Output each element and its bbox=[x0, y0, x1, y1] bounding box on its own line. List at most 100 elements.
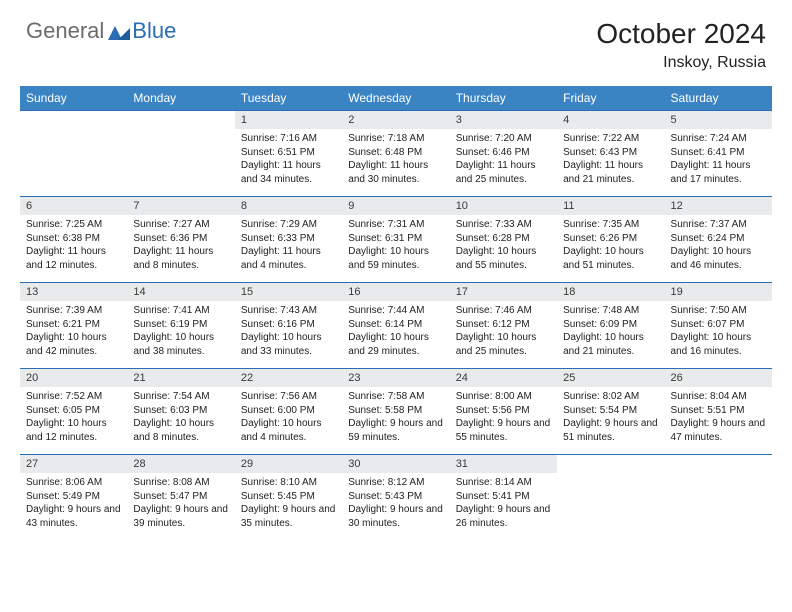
day-number: 1 bbox=[235, 111, 342, 129]
day-of-week-header: Monday bbox=[127, 86, 234, 111]
calendar-day-cell: 11Sunrise: 7:35 AMSunset: 6:26 PMDayligh… bbox=[557, 197, 664, 283]
calendar-day-cell: 10Sunrise: 7:33 AMSunset: 6:28 PMDayligh… bbox=[450, 197, 557, 283]
calendar-table: SundayMondayTuesdayWednesdayThursdayFrid… bbox=[20, 86, 772, 541]
calendar-day-cell: 1Sunrise: 7:16 AMSunset: 6:51 PMDaylight… bbox=[235, 111, 342, 197]
day-number: 10 bbox=[450, 197, 557, 215]
day-number: 31 bbox=[450, 455, 557, 473]
day-number: 30 bbox=[342, 455, 449, 473]
day-number: 20 bbox=[20, 369, 127, 387]
day-details: Sunrise: 7:22 AMSunset: 6:43 PMDaylight:… bbox=[557, 129, 664, 190]
day-number: 21 bbox=[127, 369, 234, 387]
calendar-day-cell bbox=[557, 455, 664, 541]
calendar-day-cell: 17Sunrise: 7:46 AMSunset: 6:12 PMDayligh… bbox=[450, 283, 557, 369]
day-details: Sunrise: 7:50 AMSunset: 6:07 PMDaylight:… bbox=[665, 301, 772, 362]
day-number: 6 bbox=[20, 197, 127, 215]
day-number: 2 bbox=[342, 111, 449, 129]
day-details: Sunrise: 7:56 AMSunset: 6:00 PMDaylight:… bbox=[235, 387, 342, 448]
page-subtitle: Inskoy, Russia bbox=[596, 54, 766, 72]
calendar-day-cell: 28Sunrise: 8:08 AMSunset: 5:47 PMDayligh… bbox=[127, 455, 234, 541]
day-number: 13 bbox=[20, 283, 127, 301]
day-details: Sunrise: 7:25 AMSunset: 6:38 PMDaylight:… bbox=[20, 215, 127, 276]
calendar-week-row: 1Sunrise: 7:16 AMSunset: 6:51 PMDaylight… bbox=[20, 111, 772, 197]
calendar-day-cell: 3Sunrise: 7:20 AMSunset: 6:46 PMDaylight… bbox=[450, 111, 557, 197]
day-details: Sunrise: 7:18 AMSunset: 6:48 PMDaylight:… bbox=[342, 129, 449, 190]
day-details: Sunrise: 7:41 AMSunset: 6:19 PMDaylight:… bbox=[127, 301, 234, 362]
day-details: Sunrise: 8:14 AMSunset: 5:41 PMDaylight:… bbox=[450, 473, 557, 534]
day-number: 15 bbox=[235, 283, 342, 301]
day-number: 12 bbox=[665, 197, 772, 215]
day-of-week-header: Thursday bbox=[450, 86, 557, 111]
day-details: Sunrise: 7:54 AMSunset: 6:03 PMDaylight:… bbox=[127, 387, 234, 448]
calendar-day-cell: 21Sunrise: 7:54 AMSunset: 6:03 PMDayligh… bbox=[127, 369, 234, 455]
day-of-week-header: Sunday bbox=[20, 86, 127, 111]
calendar-head: SundayMondayTuesdayWednesdayThursdayFrid… bbox=[20, 86, 772, 111]
day-details: Sunrise: 8:02 AMSunset: 5:54 PMDaylight:… bbox=[557, 387, 664, 448]
header: General Blue October 2024 Inskoy, Russia bbox=[0, 0, 792, 78]
day-details: Sunrise: 8:10 AMSunset: 5:45 PMDaylight:… bbox=[235, 473, 342, 534]
day-of-week-header: Wednesday bbox=[342, 86, 449, 111]
calendar-day-cell: 26Sunrise: 8:04 AMSunset: 5:51 PMDayligh… bbox=[665, 369, 772, 455]
day-details: Sunrise: 7:52 AMSunset: 6:05 PMDaylight:… bbox=[20, 387, 127, 448]
calendar-day-cell: 4Sunrise: 7:22 AMSunset: 6:43 PMDaylight… bbox=[557, 111, 664, 197]
day-of-week-header: Saturday bbox=[665, 86, 772, 111]
calendar-day-cell bbox=[20, 111, 127, 197]
day-number: 18 bbox=[557, 283, 664, 301]
day-details: Sunrise: 7:37 AMSunset: 6:24 PMDaylight:… bbox=[665, 215, 772, 276]
day-details: Sunrise: 7:27 AMSunset: 6:36 PMDaylight:… bbox=[127, 215, 234, 276]
day-details: Sunrise: 7:39 AMSunset: 6:21 PMDaylight:… bbox=[20, 301, 127, 362]
page-title: October 2024 bbox=[596, 18, 766, 50]
calendar-day-cell: 15Sunrise: 7:43 AMSunset: 6:16 PMDayligh… bbox=[235, 283, 342, 369]
calendar-day-cell: 5Sunrise: 7:24 AMSunset: 6:41 PMDaylight… bbox=[665, 111, 772, 197]
calendar-day-cell: 29Sunrise: 8:10 AMSunset: 5:45 PMDayligh… bbox=[235, 455, 342, 541]
day-details: Sunrise: 7:35 AMSunset: 6:26 PMDaylight:… bbox=[557, 215, 664, 276]
day-number: 28 bbox=[127, 455, 234, 473]
calendar-day-cell: 20Sunrise: 7:52 AMSunset: 6:05 PMDayligh… bbox=[20, 369, 127, 455]
day-details: Sunrise: 7:31 AMSunset: 6:31 PMDaylight:… bbox=[342, 215, 449, 276]
day-number: 25 bbox=[557, 369, 664, 387]
day-number: 22 bbox=[235, 369, 342, 387]
day-details: Sunrise: 8:04 AMSunset: 5:51 PMDaylight:… bbox=[665, 387, 772, 448]
day-number: 27 bbox=[20, 455, 127, 473]
day-details: Sunrise: 7:43 AMSunset: 6:16 PMDaylight:… bbox=[235, 301, 342, 362]
calendar-day-cell: 23Sunrise: 7:58 AMSunset: 5:58 PMDayligh… bbox=[342, 369, 449, 455]
day-details: Sunrise: 7:16 AMSunset: 6:51 PMDaylight:… bbox=[235, 129, 342, 190]
day-number: 16 bbox=[342, 283, 449, 301]
calendar-body: 1Sunrise: 7:16 AMSunset: 6:51 PMDaylight… bbox=[20, 111, 772, 541]
day-of-week-header: Friday bbox=[557, 86, 664, 111]
calendar-day-cell: 7Sunrise: 7:27 AMSunset: 6:36 PMDaylight… bbox=[127, 197, 234, 283]
day-number: 5 bbox=[665, 111, 772, 129]
day-details: Sunrise: 7:58 AMSunset: 5:58 PMDaylight:… bbox=[342, 387, 449, 448]
day-number: 24 bbox=[450, 369, 557, 387]
day-number: 7 bbox=[127, 197, 234, 215]
calendar-day-cell: 2Sunrise: 7:18 AMSunset: 6:48 PMDaylight… bbox=[342, 111, 449, 197]
calendar-day-cell: 30Sunrise: 8:12 AMSunset: 5:43 PMDayligh… bbox=[342, 455, 449, 541]
day-number: 3 bbox=[450, 111, 557, 129]
day-number: 14 bbox=[127, 283, 234, 301]
calendar-day-cell: 25Sunrise: 8:02 AMSunset: 5:54 PMDayligh… bbox=[557, 369, 664, 455]
calendar-day-cell: 13Sunrise: 7:39 AMSunset: 6:21 PMDayligh… bbox=[20, 283, 127, 369]
day-number: 29 bbox=[235, 455, 342, 473]
title-block: October 2024 Inskoy, Russia bbox=[596, 18, 766, 72]
calendar-day-cell: 9Sunrise: 7:31 AMSunset: 6:31 PMDaylight… bbox=[342, 197, 449, 283]
calendar-day-cell: 19Sunrise: 7:50 AMSunset: 6:07 PMDayligh… bbox=[665, 283, 772, 369]
day-details: Sunrise: 7:29 AMSunset: 6:33 PMDaylight:… bbox=[235, 215, 342, 276]
logo-mark-icon bbox=[108, 22, 130, 40]
day-details: Sunrise: 7:46 AMSunset: 6:12 PMDaylight:… bbox=[450, 301, 557, 362]
calendar-week-row: 27Sunrise: 8:06 AMSunset: 5:49 PMDayligh… bbox=[20, 455, 772, 541]
calendar-week-row: 13Sunrise: 7:39 AMSunset: 6:21 PMDayligh… bbox=[20, 283, 772, 369]
day-details: Sunrise: 8:12 AMSunset: 5:43 PMDaylight:… bbox=[342, 473, 449, 534]
logo-text-blue: Blue bbox=[132, 18, 176, 44]
day-number: 26 bbox=[665, 369, 772, 387]
day-details: Sunrise: 8:00 AMSunset: 5:56 PMDaylight:… bbox=[450, 387, 557, 448]
day-details: Sunrise: 7:20 AMSunset: 6:46 PMDaylight:… bbox=[450, 129, 557, 190]
day-number: 9 bbox=[342, 197, 449, 215]
calendar-day-cell bbox=[127, 111, 234, 197]
logo-text-general: General bbox=[26, 18, 104, 44]
calendar-day-cell: 12Sunrise: 7:37 AMSunset: 6:24 PMDayligh… bbox=[665, 197, 772, 283]
calendar-week-row: 6Sunrise: 7:25 AMSunset: 6:38 PMDaylight… bbox=[20, 197, 772, 283]
calendar-day-cell: 14Sunrise: 7:41 AMSunset: 6:19 PMDayligh… bbox=[127, 283, 234, 369]
day-number: 23 bbox=[342, 369, 449, 387]
logo: General Blue bbox=[26, 18, 176, 44]
calendar-day-cell: 16Sunrise: 7:44 AMSunset: 6:14 PMDayligh… bbox=[342, 283, 449, 369]
day-number: 8 bbox=[235, 197, 342, 215]
